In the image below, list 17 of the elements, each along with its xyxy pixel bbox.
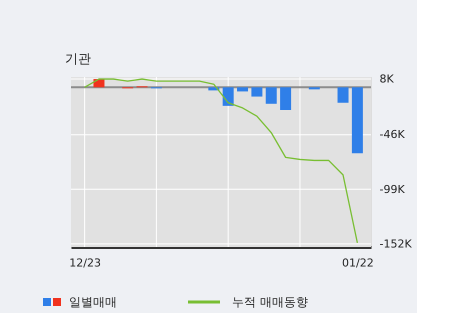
legend-label: 일별매매 [69,295,117,309]
bar [352,87,363,154]
chart-title: 기관 [65,52,91,67]
x-tick-label: 01/22 [342,256,374,270]
bar [338,87,349,103]
legend-label: 누적 매매동향 [232,295,308,309]
line-series [84,78,358,244]
y-tick-label: 8K [380,72,394,86]
y-tick-label: -46K [380,128,406,142]
y-tick-label: -99K [380,182,406,196]
bar [266,87,277,104]
bar [222,87,234,106]
bar [251,87,262,97]
bar [280,87,292,110]
y-tick-label: -152K [380,237,412,250]
x-tick-label: 12/23 [69,256,101,270]
bar [237,87,248,92]
